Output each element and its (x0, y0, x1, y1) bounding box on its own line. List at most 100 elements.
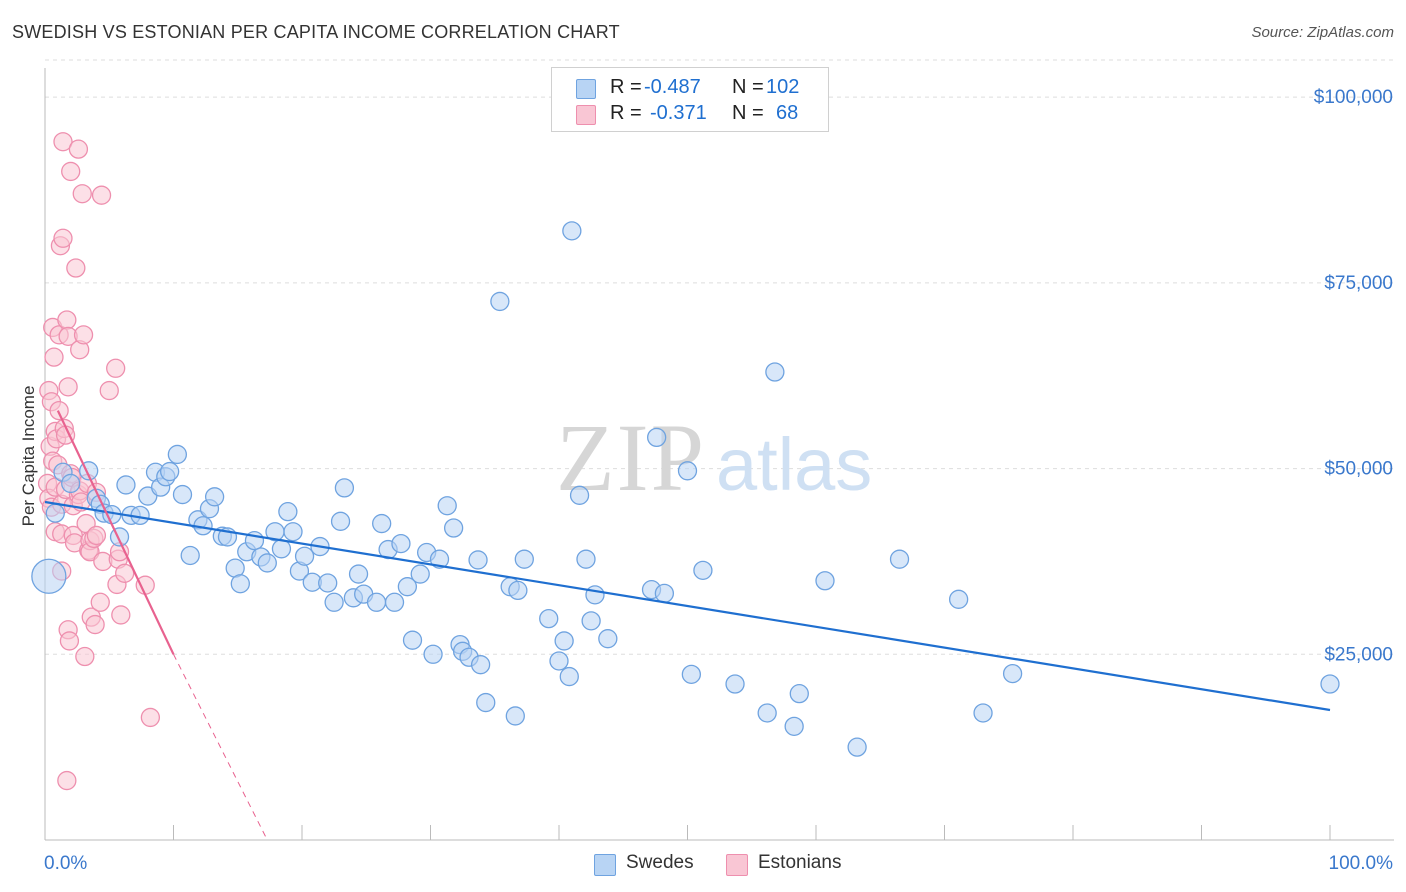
estonian-point (44, 347, 64, 367)
swede-point (204, 487, 225, 507)
x-tick-label: 100.0% (1329, 853, 1394, 874)
swede-point (283, 522, 303, 542)
swede-point (391, 533, 411, 554)
swedes-points (31, 221, 1340, 757)
estonian-point (57, 310, 77, 330)
swede-point (757, 703, 777, 723)
swede-point (677, 461, 698, 481)
swede-point (429, 549, 450, 569)
swede-point (1002, 663, 1023, 684)
swede-point (318, 573, 338, 593)
swede-point (348, 564, 369, 584)
trend-lines (44, 410, 1331, 841)
estonian-point (91, 185, 112, 205)
estonian-point (140, 707, 161, 728)
legend-r-label: R = (610, 76, 642, 98)
swede-point (847, 737, 867, 757)
estonian-point (57, 770, 77, 791)
swede-point (789, 684, 809, 704)
swede-point (116, 475, 136, 495)
swede-point (569, 485, 590, 505)
swede-point (159, 461, 180, 482)
chart-title: SWEDISH VS ESTONIAN PER CAPITA INCOME CO… (12, 22, 620, 42)
swede-point (562, 221, 582, 241)
swede-point (330, 511, 351, 531)
source-label: Source: ZipAtlas.com (1251, 24, 1394, 41)
estonian-point (53, 228, 73, 248)
swede-point (508, 580, 528, 601)
estonian-point (61, 161, 81, 182)
estonian-point (111, 605, 131, 625)
swede-point (725, 674, 745, 694)
swede-point (294, 546, 315, 566)
y-tick-label: $50,000 (1324, 459, 1393, 480)
estonians-trend-line (56, 410, 175, 655)
y-axis-label: Per Capita Income (19, 386, 38, 527)
estonian-point (86, 525, 107, 546)
swede-point (476, 692, 496, 713)
estonian-point (106, 358, 126, 378)
estonian-point (58, 377, 78, 397)
bottom-legend-label-estonians: Estonians (758, 852, 842, 873)
swede-point (31, 558, 67, 594)
correlation-legend: R = -0.487 N = 102 R = -0.371 N = 68 (551, 67, 829, 132)
swede-point (585, 585, 605, 605)
swede-point (889, 549, 910, 569)
swede-point (61, 473, 81, 494)
swede-point (470, 655, 491, 675)
estonian-point (90, 592, 110, 612)
bottom-legend-swatch-swedes (594, 854, 616, 876)
swede-point (443, 518, 464, 538)
swede-point (45, 503, 65, 523)
swede-point (693, 560, 713, 580)
swede-point (167, 444, 188, 465)
estonian-point (59, 631, 80, 651)
swede-point (172, 484, 193, 505)
legend-n-value-estonians: 68 (776, 102, 799, 124)
legend-r-value-estonians: -0.371 (650, 102, 707, 124)
legend-n-label: N = (732, 76, 764, 98)
estonian-point (115, 563, 135, 583)
estonian-point (73, 325, 94, 345)
legend-swatch-swedes (576, 79, 596, 99)
swede-point (973, 703, 993, 723)
swede-point (397, 577, 418, 597)
tick-labels: $25,000 $50,000 $75,000 $100,000 0.0% 100.0% (44, 87, 1393, 874)
swede-point (271, 539, 292, 559)
legend-n-value-swedes: 102 (766, 76, 800, 98)
swede-point (576, 549, 596, 569)
swede-point (468, 550, 488, 570)
estonian-point (99, 380, 119, 401)
swede-point (559, 666, 579, 687)
estonian-point (66, 258, 86, 278)
swede-point (278, 502, 298, 522)
estonian-point (68, 139, 89, 159)
legend-n-label: N = (732, 102, 764, 124)
swede-point (1320, 674, 1340, 694)
bottom-legend-swatch-estonians (726, 854, 748, 876)
legend-r-label: R = (610, 102, 642, 124)
swede-point (514, 549, 534, 569)
watermark: ZIP atlas (556, 404, 872, 511)
estonian-point (85, 614, 105, 635)
swedes-trend-line (44, 500, 1331, 712)
swede-point (423, 644, 443, 664)
y-tick-label: $25,000 (1324, 644, 1393, 665)
swede-point (815, 571, 835, 591)
bottom-legend-label-swedes: Swedes (626, 852, 694, 873)
swede-point (324, 592, 344, 612)
swede-point (581, 611, 601, 631)
swede-point (598, 629, 618, 649)
swede-point (549, 651, 569, 671)
swede-point (230, 574, 250, 594)
swede-point (647, 427, 667, 448)
x-tick-label: 0.0% (44, 853, 87, 874)
swede-point (410, 564, 430, 584)
swede-point (681, 664, 702, 684)
swede-point (539, 608, 559, 629)
estonians-trend-extension (173, 654, 268, 841)
legend-swatch-estonians (576, 105, 596, 125)
swede-point (554, 631, 574, 651)
estonian-point (53, 132, 73, 152)
